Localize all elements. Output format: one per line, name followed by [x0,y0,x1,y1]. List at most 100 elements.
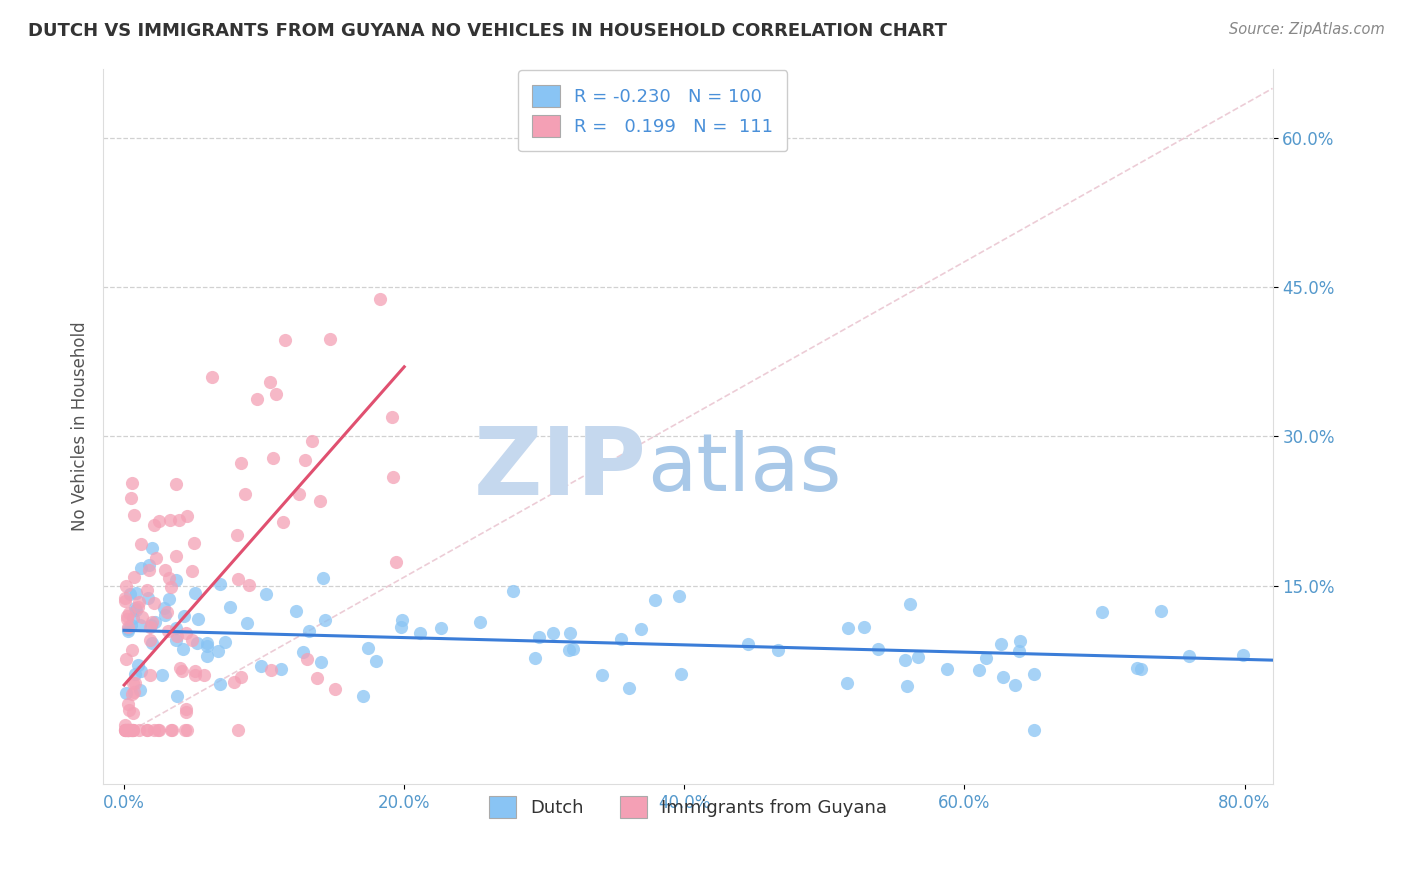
Point [121,676,143,690]
Point [114,686,136,700]
Point [294,453,316,467]
Text: Source: ZipAtlas.com: Source: ZipAtlas.com [1229,22,1385,37]
Point [165,476,187,491]
Point [180,633,202,648]
Point [176,508,198,523]
Point [165,633,187,648]
Point [143,615,166,630]
Point [183,668,205,682]
Point [127,599,149,614]
Point [138,563,160,577]
Point [166,629,188,643]
Point [145,551,167,566]
Point [837,675,859,690]
Point [181,564,204,578]
Point [139,620,162,634]
Point [250,658,273,673]
Point [368,292,391,306]
Point [591,668,613,682]
Point [120,491,142,506]
Point [165,621,187,635]
Point [323,682,346,697]
Point [157,624,180,639]
Point [121,643,143,657]
Point [1008,644,1031,658]
Point [305,672,328,686]
Point [201,370,224,384]
Point [561,641,583,656]
Point [907,650,929,665]
Point [936,662,959,676]
Text: DUTCH VS IMMIGRANTS FROM GUYANA NO VEHICLES IN HOUSEHOLD CORRELATION CHART: DUTCH VS IMMIGRANTS FROM GUYANA NO VEHIC… [28,22,948,40]
Point [125,586,148,600]
Point [312,571,335,585]
Point [172,642,194,657]
Point [1130,663,1153,677]
Point [1091,605,1114,619]
Point [129,664,152,678]
Point [124,601,146,615]
Legend: Dutch, Immigrants from Guyana: Dutch, Immigrants from Guyana [481,789,894,825]
Point [974,650,997,665]
Point [967,663,990,677]
Point [389,620,412,634]
Point [117,697,139,711]
Point [236,616,259,631]
Point [114,723,136,737]
Point [129,561,152,575]
Point [610,632,633,646]
Point [139,618,162,632]
Point [357,640,380,655]
Point [117,723,139,737]
Point [187,612,209,626]
Point [131,537,153,551]
Point [138,558,160,572]
Point [122,706,145,720]
Point [170,664,193,678]
Point [1008,634,1031,648]
Point [366,654,388,668]
Point [284,604,307,618]
Point [176,723,198,737]
Point [141,636,163,650]
Point [894,652,917,666]
Point [131,610,153,624]
Point [114,591,136,605]
Point [766,643,789,657]
Point [224,674,246,689]
Point [176,702,198,716]
Point [114,652,136,666]
Point [117,723,139,737]
Point [557,642,579,657]
Point [529,630,551,644]
Point [669,666,692,681]
Point [129,683,152,698]
Point [262,451,284,466]
Point [150,668,173,682]
Point [160,723,183,737]
Point [292,645,315,659]
Point [122,508,145,523]
Point [193,668,215,682]
Point [122,685,145,699]
Point [866,642,889,657]
Point [160,580,183,594]
Point [143,723,166,737]
Point [209,677,232,691]
Point [117,623,139,637]
Point [1004,678,1026,692]
Point [737,637,759,651]
Point [630,623,652,637]
Point [165,574,187,588]
Point [135,723,157,737]
Point [120,723,142,737]
Point [141,541,163,556]
Point [309,494,332,508]
Point [233,487,256,501]
Point [408,625,430,640]
Point [195,639,218,653]
Point [1022,666,1045,681]
Point [183,664,205,678]
Point [115,609,138,624]
Point [214,634,236,648]
